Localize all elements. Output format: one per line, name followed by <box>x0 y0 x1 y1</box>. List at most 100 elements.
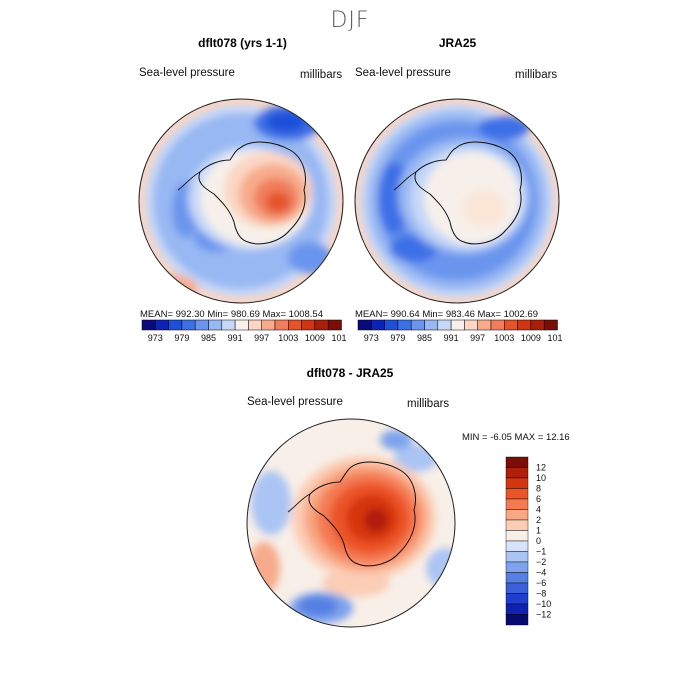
right-colorbar-swatch <box>450 319 465 331</box>
left-colorbar-swatch <box>168 319 183 331</box>
right-colorbar-tick-label: 973 <box>364 333 379 343</box>
diff-colorbar-swatch <box>505 509 529 521</box>
left-coastline <box>198 141 306 245</box>
left-colorbar-tick-label: 997 <box>254 333 269 343</box>
diff-colorbar-tick-label: 12 <box>536 463 546 473</box>
right-colorbar-swatch <box>504 319 518 331</box>
left-colorbar-tick-label: 1009 <box>305 333 325 343</box>
left-colorbar-swatch <box>288 319 302 331</box>
right-colorbar-swatch <box>437 319 452 331</box>
right-colorbar-swatch <box>543 319 558 331</box>
diff-colorbar-tick-label: 10 <box>536 473 546 483</box>
diff-colorbar-swatch <box>505 477 529 489</box>
diff-colorbar-swatch <box>505 561 529 573</box>
left-colorbar-swatch <box>301 319 316 331</box>
right-units-label: millibars <box>515 69 558 81</box>
left-colorbar-swatch <box>234 319 249 331</box>
left-map <box>138 98 344 304</box>
diff-colorbar-tick-label: 6 <box>536 494 541 504</box>
right-colorbar-swatch <box>490 319 505 331</box>
diff-colorbar-tick-label: 2 <box>536 515 541 525</box>
left-colorbar: 973 979 985 991 997 1003 1009 1015 <box>141 319 346 343</box>
diff-colorbar-tick-label: −1 <box>536 547 546 557</box>
right-stats: MEAN= 990.64 Min= 983.46 Max= 1002.69 <box>355 309 538 320</box>
diff-colorbar-tick-label: 4 <box>536 505 541 515</box>
diff-minmax: MIN = -6.05 MAX = 12.16 <box>462 432 570 443</box>
diff-variable-label: Sea-level pressure <box>247 396 343 408</box>
main-title: DJF <box>330 8 370 33</box>
left-colorbar-tick-label: 979 <box>174 333 189 343</box>
left-map-border <box>138 98 344 304</box>
left-colorbar-tick-label: 1003 <box>278 333 298 343</box>
diff-colorbar-tick-label: −6 <box>536 578 546 588</box>
left-colorbar-swatch <box>261 319 276 331</box>
diff-map-border <box>246 418 456 628</box>
left-colorbar-swatch <box>274 319 289 331</box>
right-colorbar-swatch <box>424 319 439 331</box>
left-colorbar-swatch <box>141 319 156 331</box>
right-colorbar-swatch <box>477 319 492 331</box>
right-colorbar-tick-label: 979 <box>390 333 405 343</box>
right-colorbar-swatch <box>397 319 412 331</box>
diff-colorbar-swatch <box>505 488 529 500</box>
diff-colorbar-tick-label: 8 <box>536 484 541 494</box>
right-colorbar: 973 979 985 991 997 1003 1009 1015 <box>357 319 562 343</box>
diff-colorbar-swatch <box>505 530 529 542</box>
right-colorbar-swatch <box>357 319 372 331</box>
diff-colorbar-swatch <box>505 614 529 626</box>
diff-colorbar-tick-label: −4 <box>536 568 546 578</box>
left-colorbar-tick-label: 991 <box>228 333 243 343</box>
diff-colorbar-tick-label: 0 <box>536 536 541 546</box>
right-panel-title: JRA25 <box>438 36 477 50</box>
right-colorbar-tick-label: 1015 <box>547 333 562 343</box>
right-colorbar-tick-label: 1009 <box>521 333 541 343</box>
diff-colorbar-tick-label: −10 <box>536 599 551 609</box>
diff-colorbar-swatch <box>505 551 529 563</box>
left-units-label: millibars <box>300 69 343 81</box>
diff-map <box>246 418 456 628</box>
left-colorbar-swatch <box>155 319 169 331</box>
left-colorbar-tick-label: 1015 <box>331 333 346 343</box>
right-colorbar-tick-label: 991 <box>444 333 459 343</box>
left-colorbar-swatch <box>208 319 223 331</box>
left-stats: MEAN= 992.30 Min= 980.69 Max= 1008.54 <box>140 309 323 320</box>
right-map <box>354 98 560 304</box>
diff-colorbar-swatch <box>505 519 529 531</box>
left-colorbar-swatch <box>194 319 209 331</box>
right-variable-label: Sea-level pressure <box>355 67 451 79</box>
left-variable-label: Sea-level pressure <box>139 67 235 79</box>
right-colorbar-swatch <box>371 319 385 331</box>
diff-colorbar-swatch <box>505 540 529 552</box>
diff-units-label: millibars <box>407 398 450 410</box>
right-colorbar-swatch <box>517 319 532 331</box>
diff-colorbar-swatch <box>505 456 529 468</box>
right-coastline <box>414 141 522 245</box>
diff-colorbar-tick-label: −2 <box>536 557 546 567</box>
right-colorbar-tick-label: 985 <box>417 333 432 343</box>
right-colorbar-swatch <box>410 319 425 331</box>
left-colorbar-swatch <box>314 319 329 331</box>
left-colorbar-swatch <box>181 319 196 331</box>
right-colorbar-tick-label: 997 <box>470 333 485 343</box>
left-colorbar-swatch <box>248 319 262 331</box>
right-colorbar-tick-label: 1003 <box>494 333 514 343</box>
diff-panel-title: dflt078 - JRA25 <box>306 366 394 380</box>
right-colorbar-swatch <box>464 319 478 331</box>
diff-colorbar-swatch <box>505 593 529 605</box>
diff-coastline <box>308 461 416 567</box>
right-map-border <box>354 98 560 304</box>
left-colorbar-swatch <box>327 319 342 331</box>
diff-colorbar-tick-label: 1 <box>536 526 541 536</box>
left-colorbar-swatch <box>221 319 236 331</box>
left-panel-title: dflt078 (yrs 1-1) <box>198 36 287 50</box>
diff-colorbar-tick-label: −12 <box>536 610 551 620</box>
diff-colorbar-swatch <box>505 498 529 510</box>
diff-colorbar-swatch <box>505 572 529 584</box>
right-colorbar-swatch <box>530 319 545 331</box>
diff-colorbar-swatch <box>505 467 529 479</box>
right-colorbar-swatch <box>384 319 399 331</box>
diff-colorbar-swatch <box>505 582 529 594</box>
diff-colorbar-swatch <box>505 603 529 615</box>
left-colorbar-tick-label: 985 <box>201 333 216 343</box>
